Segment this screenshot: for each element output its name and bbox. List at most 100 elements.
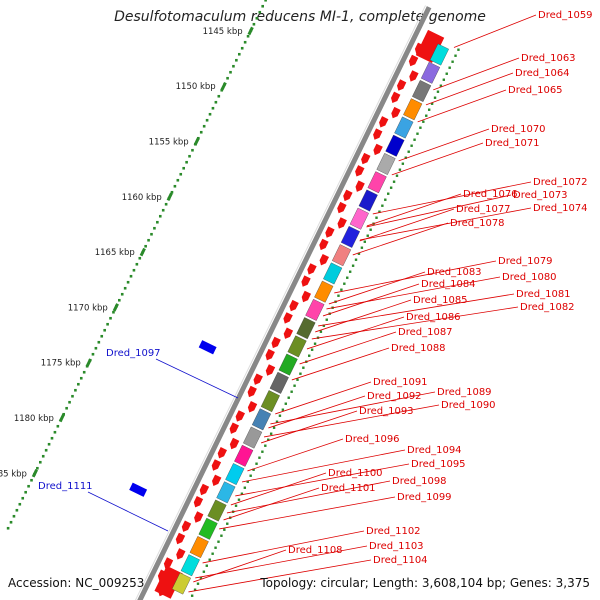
cog-block — [358, 189, 378, 212]
scale-dot — [132, 268, 136, 272]
label-leader-line — [352, 222, 449, 256]
gene-arrow — [307, 263, 317, 275]
inner-scale-dot — [375, 216, 378, 219]
scale-dot — [129, 274, 133, 278]
inner-scale-dot — [255, 462, 258, 465]
gene-arrow — [397, 79, 407, 91]
gene-arrow — [247, 401, 258, 413]
scale-dot — [94, 346, 98, 350]
inner-scale-dot — [354, 258, 358, 261]
scale-dot — [118, 298, 121, 302]
gene-arrow — [212, 474, 222, 486]
kbp-label: 1160 kbp — [122, 193, 162, 203]
cog-block — [287, 335, 307, 358]
cog-block — [412, 80, 432, 102]
label-leader-line — [425, 72, 514, 106]
label-leader-line — [334, 260, 497, 294]
inner-scale-dot — [395, 174, 399, 177]
scale-dot — [211, 106, 215, 110]
cog-block — [260, 390, 280, 413]
gene-label-dred_1089: Dred_1089 — [437, 387, 492, 398]
label-leader-line — [366, 194, 512, 228]
scale-dot — [62, 412, 66, 416]
gene-label-dred_1098: Dred_1098 — [392, 476, 447, 487]
cog-block — [323, 262, 343, 285]
inner-scale-dot — [278, 414, 282, 417]
gene-label-dred_1090: Dred_1090 — [441, 400, 496, 411]
scale-dot — [173, 184, 177, 188]
scale-dot — [199, 130, 203, 134]
inner-scale-dot — [413, 138, 416, 141]
scale-dot — [135, 262, 139, 266]
cog-block — [207, 499, 227, 522]
gene-label-dred_1092: Dred_1092 — [367, 391, 422, 402]
inner-scale-dot — [366, 234, 369, 237]
gene-arrow — [409, 70, 419, 82]
inner-scale-dot — [269, 432, 273, 435]
inner-scale-dot — [384, 198, 387, 201]
inner-scale-dot — [348, 270, 352, 273]
gene-label-dred_1104: Dred_1104 — [373, 555, 428, 566]
scale-dot — [30, 478, 33, 482]
scale-dot — [79, 376, 83, 380]
gene-label-dred_1111: Dred_1111 — [38, 481, 93, 492]
cog-block — [376, 153, 396, 175]
kbp-major-tick — [166, 192, 173, 202]
gene-label-dred_1108: Dred_1108 — [288, 545, 343, 556]
label-leader-line — [359, 208, 455, 242]
backbone-shadow — [134, 5, 426, 600]
gene-arrow — [283, 312, 293, 324]
inner-scale-dot — [223, 528, 226, 531]
gene-label-dred_1071: Dred_1071 — [485, 138, 540, 149]
label-leader-line — [235, 463, 410, 497]
inner-scale-dot — [237, 498, 241, 501]
kbp-label: 1175 kbp — [41, 359, 81, 369]
label-leader-line — [311, 306, 519, 340]
scale-dot — [261, 4, 264, 8]
inner-scale-dot — [442, 78, 446, 81]
gene-arrow — [194, 511, 204, 523]
inner-scale-dot — [293, 384, 296, 387]
scale-dot — [123, 286, 127, 290]
inner-scale-dot — [217, 540, 220, 543]
inner-scale-dot — [205, 564, 208, 567]
gene-label-dred_1100: Dred_1100 — [328, 468, 383, 479]
scale-dot — [56, 424, 60, 428]
inner-scale-dot — [433, 96, 437, 99]
label-leader-line — [260, 410, 358, 444]
kbp-label: 1180 kbp — [14, 414, 54, 424]
scale-dot — [240, 46, 244, 50]
gene-arrow — [343, 189, 353, 202]
inner-scale-dot — [272, 426, 276, 429]
gene-label-dred_1093: Dred_1093 — [359, 406, 414, 417]
label-leader-line — [202, 530, 365, 564]
inner-scale-dot — [249, 474, 252, 477]
cog-block — [171, 572, 191, 595]
scale-dot — [258, 10, 262, 14]
label-leader-line — [193, 549, 287, 583]
scale-dot — [255, 16, 259, 20]
inner-scale-dot — [419, 126, 422, 129]
cog-block — [420, 61, 441, 84]
scale-dot — [208, 112, 212, 116]
gene-arrow — [301, 275, 311, 287]
scale-dot — [185, 160, 188, 164]
scale-dot — [246, 34, 250, 38]
cog-block — [180, 554, 200, 577]
scale-dot — [15, 508, 19, 512]
inner-scale-dot — [422, 120, 425, 123]
inner-scale-dot — [392, 180, 396, 183]
gene-arrow — [271, 336, 281, 349]
gene-block — [415, 29, 445, 63]
label-leader-line — [453, 14, 537, 48]
scale-dot — [243, 40, 247, 44]
gene-arrow — [229, 422, 239, 434]
gene-arrow — [361, 152, 371, 165]
scale-dot — [6, 526, 10, 530]
gene-arrow — [265, 364, 276, 376]
label-leader-line — [291, 347, 390, 381]
scale-dot — [50, 436, 54, 440]
gene-arrow — [391, 106, 401, 119]
reverse-gene — [198, 340, 217, 355]
kbp-label: 1145 kbp — [203, 27, 243, 37]
